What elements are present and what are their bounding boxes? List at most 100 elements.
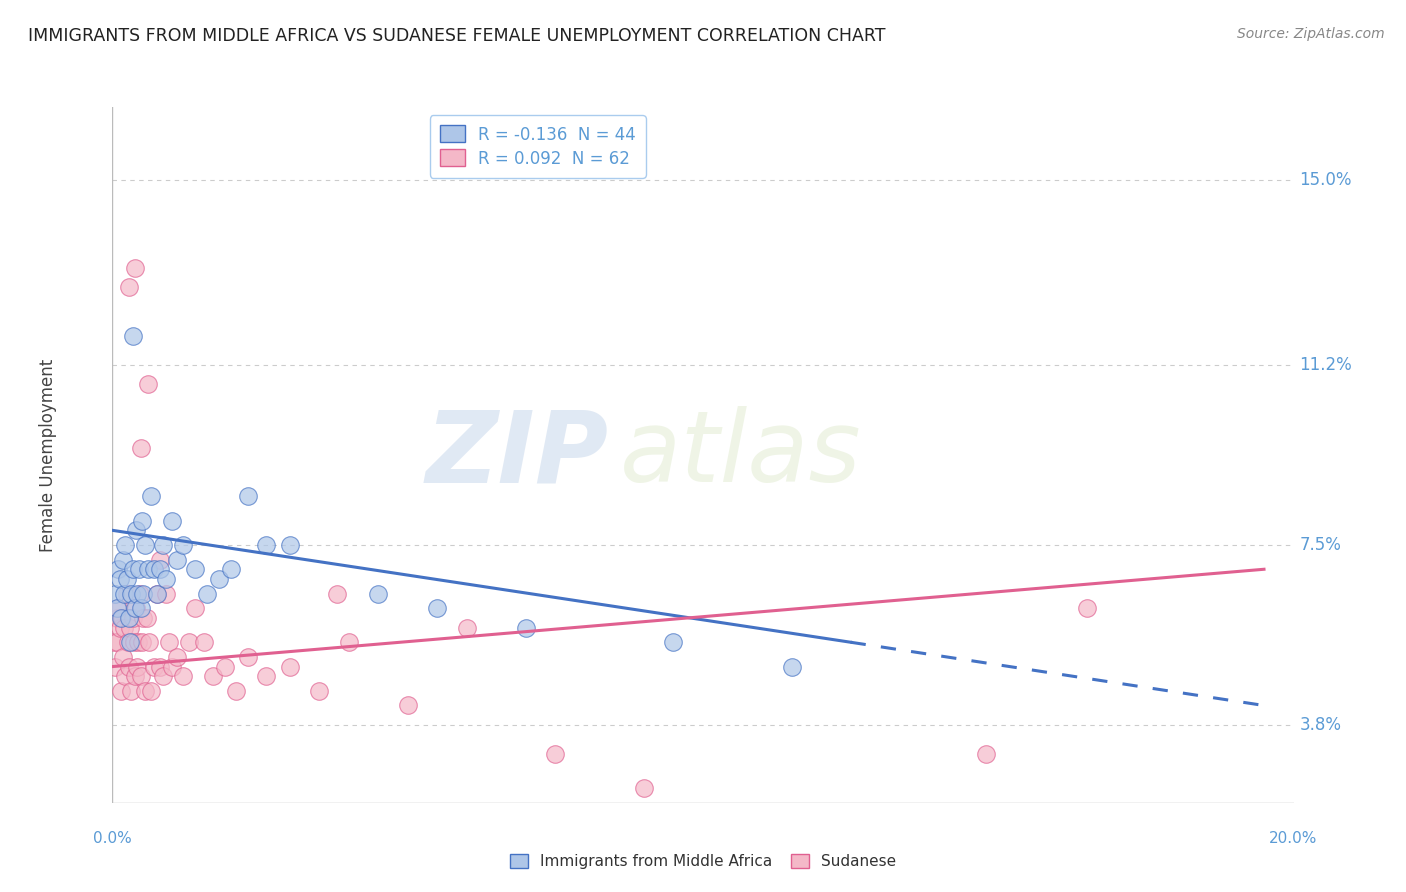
Point — [121, 611, 143, 625]
Point — [131, 514, 153, 528]
Text: 7.5%: 7.5% — [1299, 536, 1341, 554]
Point — [127, 586, 149, 600]
Point — [128, 586, 150, 600]
Point — [105, 611, 128, 625]
Point — [149, 659, 172, 673]
Point — [152, 538, 174, 552]
Point — [118, 280, 141, 294]
Point — [138, 635, 160, 649]
Point — [112, 586, 135, 600]
Text: IMMIGRANTS FROM MIDDLE AFRICA VS SUDANESE FEMALE UNEMPLOYMENT CORRELATION CHART: IMMIGRANTS FROM MIDDLE AFRICA VS SUDANES… — [28, 27, 886, 45]
Point — [225, 684, 247, 698]
Point — [124, 669, 146, 683]
Point — [254, 538, 277, 552]
Point — [125, 524, 148, 538]
Point — [142, 659, 165, 673]
Point — [515, 621, 537, 635]
Point — [662, 635, 685, 649]
Point — [134, 684, 156, 698]
Point — [201, 669, 224, 683]
Point — [105, 635, 128, 649]
Point — [114, 538, 136, 552]
Point — [120, 586, 142, 600]
Point — [110, 611, 132, 625]
Point — [114, 669, 136, 683]
Text: 0.0%: 0.0% — [93, 830, 132, 846]
Text: 3.8%: 3.8% — [1299, 716, 1341, 734]
Legend: R = -0.136  N = 44, R = 0.092  N = 62: R = -0.136 N = 44, R = 0.092 N = 62 — [430, 115, 645, 178]
Point — [633, 781, 655, 796]
Point — [308, 684, 330, 698]
Point — [122, 328, 145, 343]
Point — [110, 684, 132, 698]
Point — [166, 649, 188, 664]
Point — [149, 562, 172, 576]
Point — [780, 659, 803, 673]
Text: 15.0%: 15.0% — [1299, 171, 1353, 189]
Text: ZIP: ZIP — [426, 407, 609, 503]
Point — [166, 552, 188, 566]
Point — [160, 659, 183, 673]
Point — [125, 601, 148, 615]
Point — [120, 621, 142, 635]
Point — [107, 601, 129, 615]
Point — [195, 586, 218, 600]
Point — [254, 669, 277, 683]
Point — [128, 562, 150, 576]
Text: 11.2%: 11.2% — [1299, 356, 1353, 374]
Legend: Immigrants from Middle Africa, Sudanese: Immigrants from Middle Africa, Sudanese — [503, 848, 903, 875]
Point — [456, 621, 478, 635]
Point — [219, 562, 242, 576]
Point — [118, 611, 141, 625]
Point — [108, 621, 131, 635]
Point — [136, 377, 159, 392]
Point — [278, 659, 301, 673]
Point — [142, 562, 165, 576]
Point — [1076, 601, 1098, 615]
Point — [103, 635, 125, 649]
Point — [129, 601, 152, 615]
Point — [122, 562, 145, 576]
Point — [367, 586, 389, 600]
Point — [238, 649, 260, 664]
Point — [157, 635, 180, 649]
Point — [238, 489, 260, 503]
Text: 20.0%: 20.0% — [1270, 830, 1317, 846]
Point — [117, 635, 139, 649]
Point — [208, 572, 231, 586]
Point — [179, 635, 201, 649]
Point — [105, 601, 128, 615]
Point — [155, 572, 177, 586]
Point — [278, 538, 301, 552]
Point — [112, 552, 135, 566]
Point — [107, 562, 129, 576]
Point — [132, 611, 155, 625]
Point — [396, 698, 419, 713]
Text: atlas: atlas — [620, 407, 862, 503]
Text: Female Unemployment: Female Unemployment — [38, 359, 56, 551]
Point — [131, 635, 153, 649]
Text: Source: ZipAtlas.com: Source: ZipAtlas.com — [1237, 27, 1385, 41]
Point — [152, 669, 174, 683]
Point — [129, 441, 152, 455]
Point — [146, 586, 169, 600]
Point — [127, 635, 149, 649]
Point — [184, 562, 207, 576]
Point — [120, 635, 142, 649]
Point — [112, 649, 135, 664]
Point — [184, 601, 207, 615]
Point — [104, 659, 127, 673]
Point — [337, 635, 360, 649]
Point — [172, 538, 194, 552]
Point — [124, 260, 146, 275]
Point — [160, 514, 183, 528]
Point — [135, 611, 157, 625]
Point — [124, 601, 146, 615]
Point — [108, 572, 131, 586]
Point — [118, 659, 141, 673]
Point — [132, 586, 155, 600]
Point — [326, 586, 349, 600]
Point — [146, 586, 169, 600]
Point — [149, 552, 172, 566]
Point — [214, 659, 236, 673]
